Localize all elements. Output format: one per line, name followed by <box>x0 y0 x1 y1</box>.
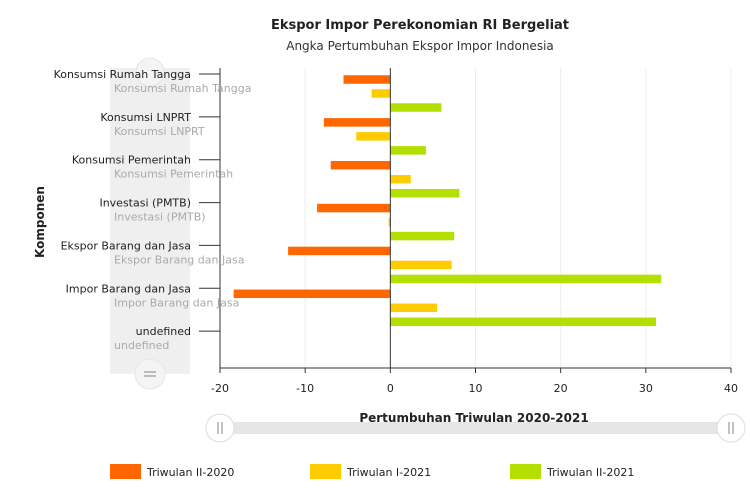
x-tick-label: -10 <box>296 382 314 395</box>
bar <box>390 103 442 112</box>
bar <box>390 260 452 270</box>
axes <box>199 68 732 373</box>
bar <box>390 274 662 284</box>
category-label-ghost: Impor Barang dan Jasa <box>114 296 239 309</box>
category-label-ghost: undefined <box>114 339 169 352</box>
legend-swatch <box>510 464 541 479</box>
category-label: Ekspor Barang dan Jasa <box>61 239 191 252</box>
x-axis-title: Pertumbuhan Triwulan 2020-2021 <box>359 411 588 425</box>
category-label-ghost: Konsumsi LNPRT <box>114 125 205 138</box>
legend-swatch <box>310 464 341 479</box>
x-tick-label: 20 <box>554 382 568 395</box>
category-label: Impor Barang dan Jasa <box>66 282 191 295</box>
horizontal-scrollbar-handle-right[interactable] <box>716 413 746 443</box>
bar <box>371 89 391 98</box>
x-tick-labels: -20 -10 0 10 20 30 40 <box>211 382 738 395</box>
vertical-scrollbar-handle-bottom[interactable] <box>134 358 166 390</box>
legend-label: Triwulan I-2021 <box>346 466 431 479</box>
x-tick-label: 10 <box>469 382 483 395</box>
category-label: Konsumsi Pemerintah <box>72 154 191 167</box>
grip-icon <box>144 371 156 377</box>
vertical-scrollbar-track[interactable] <box>110 68 190 374</box>
x-tick-label: 40 <box>724 382 738 395</box>
chart-subtitle: Angka Pertumbuhan Ekspor Impor Indonesia <box>286 39 554 53</box>
bar <box>390 188 460 198</box>
horizontal-scrollbar-track[interactable] <box>220 422 732 434</box>
bar <box>233 289 391 299</box>
category-label-ghost: Konsumsi Rumah Tangga <box>114 82 251 95</box>
bar <box>390 231 455 241</box>
bar <box>288 246 391 256</box>
bar <box>390 146 427 155</box>
legend-label: Triwulan II-2021 <box>546 466 634 479</box>
legend-label: Triwulan II-2020 <box>146 466 234 479</box>
x-tick-label: 0 <box>387 382 394 395</box>
bar <box>330 160 391 170</box>
category-label-ghost: Ekspor Barang dan Jasa <box>114 253 244 266</box>
bar <box>388 217 391 227</box>
y-axis-title: Komponen <box>33 186 47 258</box>
vertical-scrollbar-handle-top[interactable] <box>135 57 165 87</box>
bar <box>390 174 411 184</box>
category-label: Investasi (PMTB) <box>99 197 191 210</box>
bar <box>390 303 438 313</box>
legend-swatch <box>110 464 141 479</box>
grip-right-icon <box>728 422 734 434</box>
bar <box>390 317 657 327</box>
grip-left-icon <box>217 422 223 434</box>
horizontal-scrollbar-handle-left[interactable] <box>205 413 235 443</box>
category-label-ghost: Konsumsi Pemerintah <box>114 168 233 181</box>
category-label: Konsumsi LNPRT <box>100 111 191 124</box>
bar <box>343 75 391 84</box>
bar <box>323 118 391 127</box>
category-label: undefined <box>136 325 191 338</box>
bar <box>317 203 391 213</box>
x-tick-label: 30 <box>639 382 653 395</box>
category-label-ghost: Investasi (PMTB) <box>114 211 206 224</box>
bars <box>233 75 662 327</box>
category-label: Konsumsi Rumah Tangga <box>54 68 191 81</box>
x-tick-label: -20 <box>211 382 229 395</box>
bar <box>356 132 391 141</box>
legend: Triwulan II-2020 Triwulan I-2021 Triwulan … <box>110 464 634 479</box>
chart-title: Ekspor Impor Perekonomian RI Bergeliat <box>271 18 569 33</box>
